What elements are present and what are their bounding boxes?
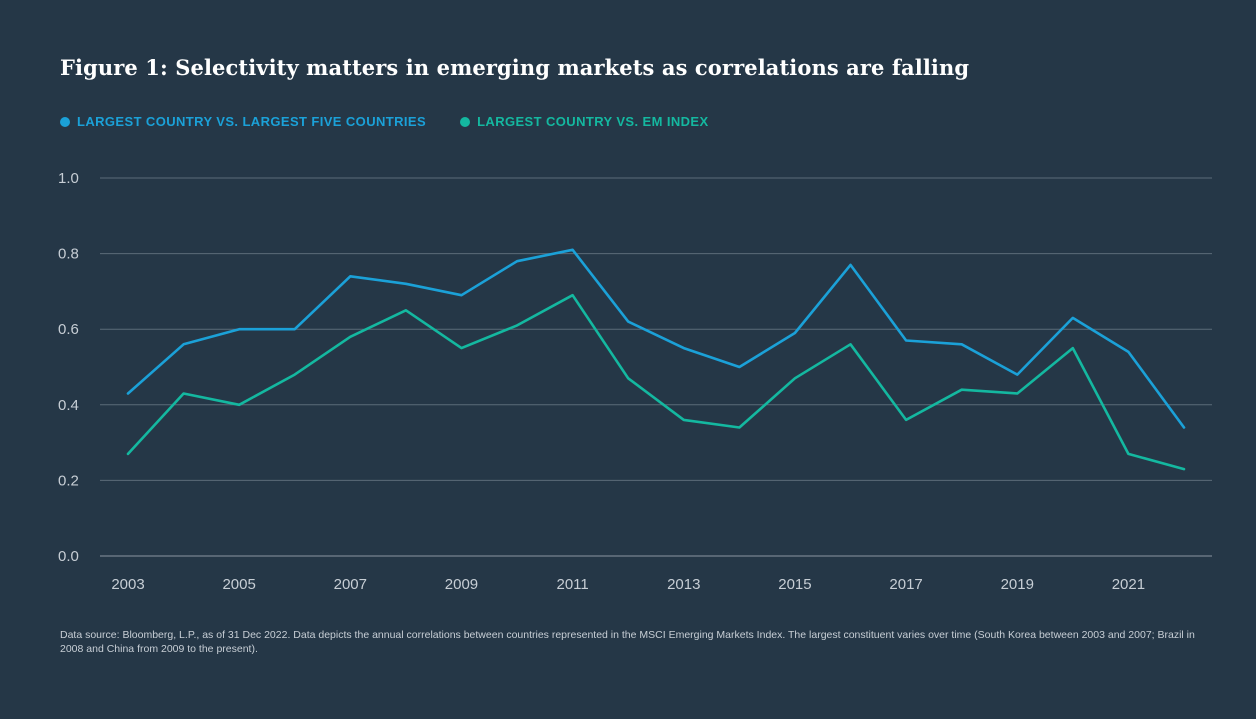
- y-tick-label: 0.8: [58, 246, 79, 263]
- series-layer: [126, 248, 1186, 471]
- x-tick-label: 2005: [222, 576, 255, 593]
- y-tick-label: 1.0: [58, 170, 79, 187]
- x-tick-label: 2015: [778, 576, 811, 593]
- x-tick-label: 2021: [1112, 576, 1145, 593]
- series-line-em-index: [126, 293, 1186, 471]
- legend-label: LARGEST COUNTRY VS. LARGEST FIVE COUNTRI…: [77, 114, 427, 129]
- source-note: Data source: Bloomberg, L.P., as of 31 D…: [60, 629, 1195, 655]
- x-tick-label: 2013: [667, 576, 700, 593]
- legend-dot-icon: [60, 116, 70, 127]
- legend-item-em-index: LARGEST COUNTRY VS. EM INDEX: [460, 114, 709, 129]
- legend-label: LARGEST COUNTRY VS. EM INDEX: [477, 114, 709, 129]
- x-tick-label: 2011: [556, 576, 588, 593]
- x-tick-label: 2003: [111, 576, 144, 593]
- x-tick-label: 2019: [1001, 576, 1034, 593]
- y-tick-label: 0.0: [58, 548, 79, 565]
- x-tick-label: 2017: [889, 576, 922, 593]
- x-tick-label: 2007: [334, 576, 367, 593]
- x-axis-ticks: 2003 2005 2007 2009 2011 2013 2015 2017 2019 2021: [111, 576, 1145, 593]
- x-tick-label: 2009: [445, 576, 478, 593]
- chart-title: Figure 1: Selectivity matters in emergin…: [60, 55, 970, 80]
- y-axis-ticks: 0.0 0.2 0.4 0.6 0.8 1.0: [58, 170, 79, 565]
- chart-legend: LARGEST COUNTRY VS. LARGEST FIVE COUNTRI…: [60, 114, 743, 129]
- grid-layer: [100, 177, 1212, 557]
- series-line-largest-five: [126, 248, 1186, 429]
- legend-dot-icon: [460, 116, 471, 127]
- y-tick-label: 0.6: [58, 321, 79, 338]
- legend-item-largest-five: LARGEST COUNTRY VS. LARGEST FIVE COUNTRI…: [60, 114, 426, 129]
- y-tick-label: 0.2: [58, 472, 79, 489]
- y-tick-label: 0.4: [58, 397, 79, 414]
